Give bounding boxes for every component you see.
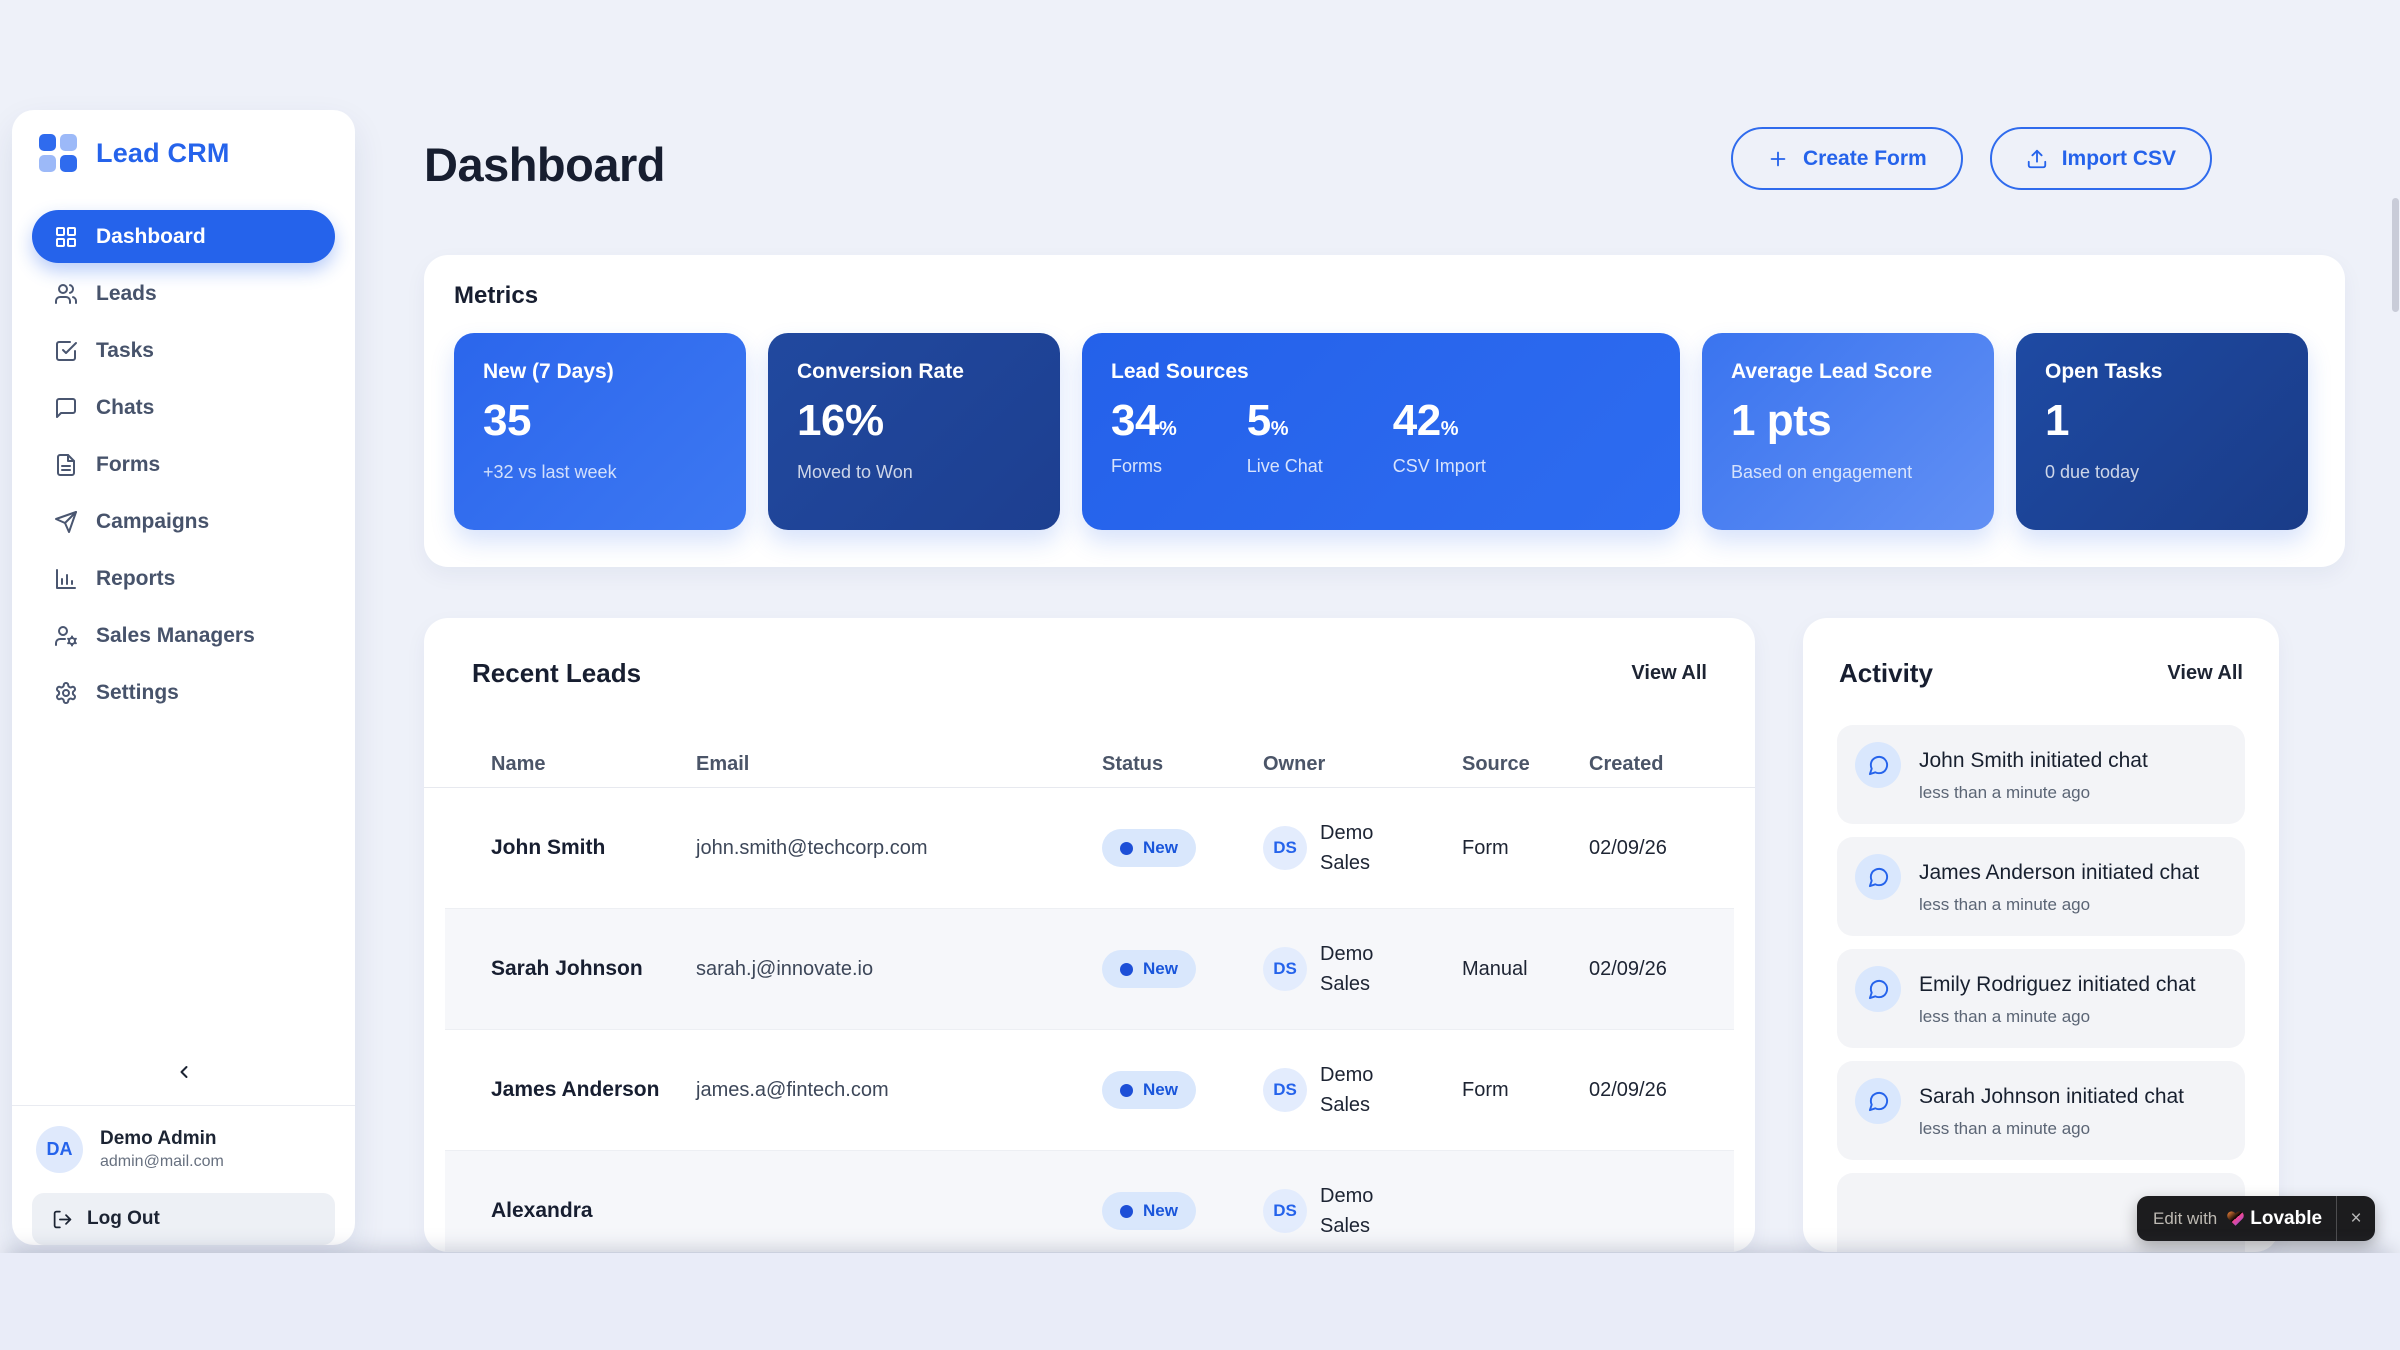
sidebar-divider xyxy=(12,1105,355,1106)
chat-bubble-icon xyxy=(1855,1078,1901,1124)
check-square-icon xyxy=(56,340,77,361)
metric-value: 1 pts xyxy=(1731,396,1832,445)
user-cog-icon xyxy=(55,625,77,646)
upload-icon xyxy=(2027,149,2046,168)
status-badge: New xyxy=(1102,829,1196,867)
sidebar-item-leads[interactable]: Leads xyxy=(32,267,335,320)
chat-bubble-icon xyxy=(1855,742,1901,788)
sidebar-item-dashboard[interactable]: Dashboard xyxy=(32,210,335,263)
lovable-badge: Edit with Lovable × xyxy=(2137,1196,2376,1241)
close-icon[interactable]: × xyxy=(2350,1207,2362,1229)
header-actions: Create Form Import CSV xyxy=(1731,127,2213,190)
owner-avatar: DS xyxy=(1263,826,1307,870)
status-badge: New xyxy=(1102,950,1196,988)
list-item[interactable]: Sarah Johnson initiated chat less than a… xyxy=(1837,1061,2245,1160)
metric-card-open-tasks: Open Tasks 1 0 due today xyxy=(2016,333,2308,530)
lead-source-forms: 34% Forms xyxy=(1111,396,1177,476)
activity-card: Activity View All John Smith initiated c… xyxy=(1803,618,2279,1252)
sidebar-item-campaigns[interactable]: Campaigns xyxy=(32,495,335,548)
lead-source-live-chat: 5% Live Chat xyxy=(1246,396,1323,476)
recent-leads-view-all[interactable]: View All xyxy=(1631,662,1707,684)
chat-bubble-icon xyxy=(1855,966,1901,1012)
logout-button[interactable]: Log Out xyxy=(32,1193,335,1245)
table-row[interactable]: John Smith john.smith@techcorp.com New D… xyxy=(445,788,1734,909)
page-title: Dashboard xyxy=(424,138,666,191)
sidebar-item-forms[interactable]: Forms xyxy=(32,438,335,491)
metric-card-conversion-rate: Conversion Rate 16% Moved to Won xyxy=(768,333,1060,530)
avatar: DA xyxy=(36,1126,83,1173)
sidebar-collapse-button[interactable] xyxy=(167,1055,201,1089)
table-divider xyxy=(424,787,1755,788)
app-logo-icon xyxy=(39,134,77,172)
sidebar-item-settings[interactable]: Settings xyxy=(32,666,335,719)
chat-bubble-icon xyxy=(1855,854,1901,900)
create-form-button[interactable]: Create Form xyxy=(1731,127,1963,190)
sidebar-item-tasks[interactable]: Tasks xyxy=(32,324,335,377)
owner-avatar: DS xyxy=(1263,947,1307,991)
app-logo: Lead CRM xyxy=(12,110,355,172)
table-row[interactable]: James Anderson james.a@fintech.com New D… xyxy=(445,1030,1734,1151)
import-csv-button[interactable]: Import CSV xyxy=(1989,127,2213,190)
gear-icon xyxy=(56,681,76,704)
list-item[interactable]: James Anderson initiated chat less than … xyxy=(1837,837,2245,936)
message-square-icon xyxy=(56,397,76,418)
user-name: Demo Admin xyxy=(100,1128,217,1149)
activity-view-all[interactable]: View All xyxy=(2167,662,2243,684)
status-dot-icon xyxy=(1120,1204,1133,1218)
sidebar-item-chats[interactable]: Chats xyxy=(32,381,335,434)
plus-icon xyxy=(1770,151,1786,166)
list-item[interactable]: John Smith initiated chat less than a mi… xyxy=(1837,725,2245,824)
page-bottom-strip xyxy=(0,1253,2400,1350)
metric-card-average-lead-score: Average Lead Score 1 pts Based on engage… xyxy=(1702,333,1994,530)
sidebar-item-sales-managers[interactable]: Sales Managers xyxy=(32,609,335,662)
activity-title: Activity xyxy=(1839,658,1933,688)
status-dot-icon xyxy=(1120,841,1133,855)
send-icon xyxy=(55,510,77,533)
leads-table-header: Name Email Status Owner Source Created xyxy=(491,752,1664,775)
table-row[interactable]: Alexandra New DS Demo Sales xyxy=(445,1151,1734,1252)
sidebar-item-reports[interactable]: Reports xyxy=(32,552,335,605)
metric-value: 16% xyxy=(797,396,884,445)
metric-value: 1 xyxy=(2045,396,2069,445)
lovable-heart-icon xyxy=(2227,1211,2245,1226)
dashboard-icon xyxy=(56,226,76,247)
sidebar-nav: Dashboard Leads Tasks Chats Forms Campai… xyxy=(12,210,355,719)
status-dot-icon xyxy=(1120,1083,1133,1097)
lead-source-csv-import: 42% CSV Import xyxy=(1392,396,1486,476)
owner-avatar: DS xyxy=(1263,1189,1307,1233)
app-name: Lead CRM xyxy=(96,137,230,168)
user-profile[interactable]: DA Demo Admin admin@mail.com xyxy=(12,1106,355,1189)
status-dot-icon xyxy=(1120,962,1133,976)
recent-leads-card: Recent Leads View All Name Email Status … xyxy=(424,618,1755,1252)
list-item[interactable]: Emily Rodriguez initiated chat less than… xyxy=(1837,949,2245,1048)
table-row[interactable]: Sarah Johnson sarah.j@innovate.io New DS… xyxy=(445,909,1734,1030)
logout-icon xyxy=(53,1210,72,1228)
metric-value: 35 xyxy=(483,396,531,445)
users-icon xyxy=(55,283,77,304)
metric-card-new-7-days: New (7 Days) 35 +32 vs last week xyxy=(454,333,746,530)
bar-chart-icon xyxy=(56,568,76,589)
file-text-icon xyxy=(57,453,75,476)
scrollbar-thumb[interactable] xyxy=(2392,198,2399,312)
status-badge: New xyxy=(1102,1071,1196,1109)
metric-card-lead-sources: Lead Sources 34% Forms 5% Live Chat 42% … xyxy=(1082,333,1680,530)
chevron-left-icon xyxy=(180,1066,187,1078)
user-email: admin@mail.com xyxy=(100,1153,224,1170)
sidebar: Lead CRM Dashboard Leads Tasks Chats For… xyxy=(12,110,355,1245)
owner-avatar: DS xyxy=(1263,1068,1307,1112)
metrics-section: Metrics New (7 Days) 35 +32 vs last week… xyxy=(424,255,2345,567)
metrics-title: Metrics xyxy=(454,282,539,309)
status-badge: New xyxy=(1102,1192,1196,1230)
recent-leads-title: Recent Leads xyxy=(472,658,642,688)
